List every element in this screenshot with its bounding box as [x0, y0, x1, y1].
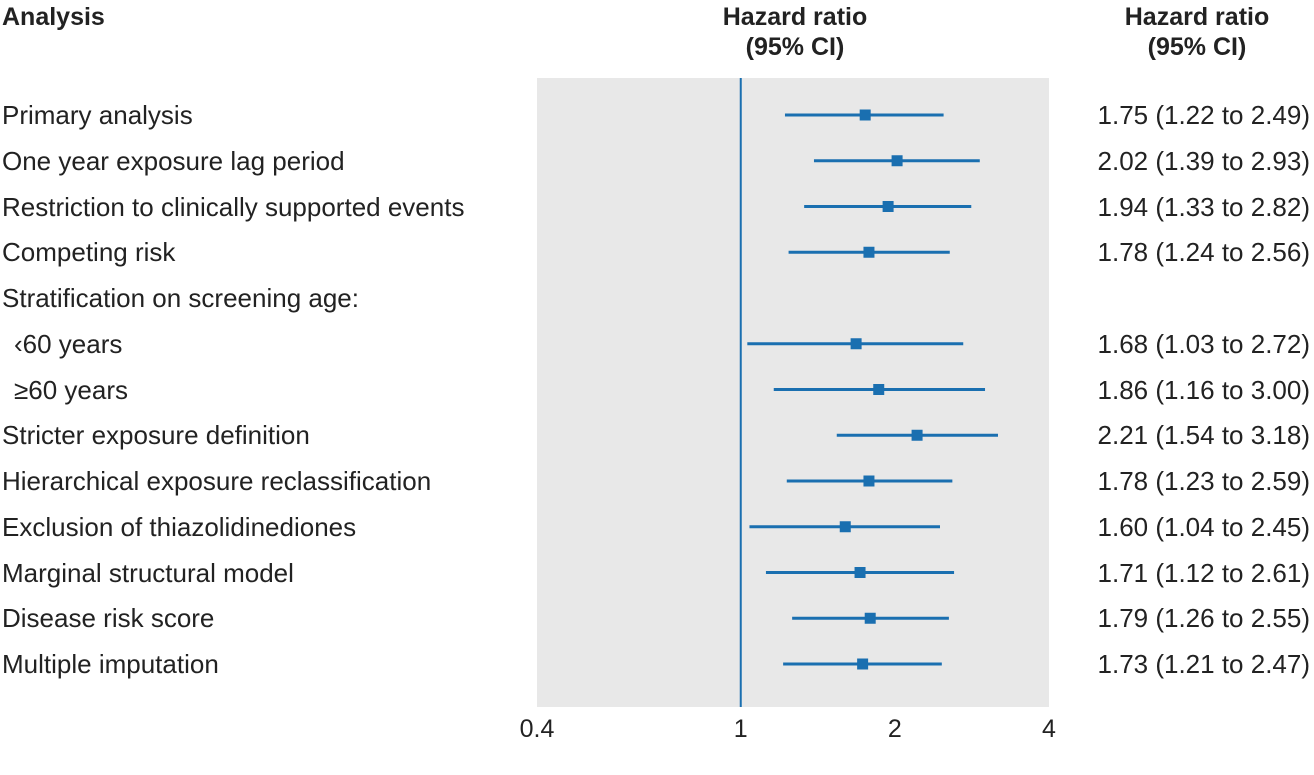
row-value: 1.78 (1.24 to 2.56): [1097, 237, 1310, 268]
point-estimate-marker: [850, 338, 862, 350]
point-estimate-marker: [882, 201, 894, 212]
row-label: Restriction to clinically supported even…: [2, 191, 465, 222]
plot-header-line2: (95% CI): [745, 33, 845, 61]
row-value: 1.68 (1.03 to 2.72): [1097, 328, 1310, 359]
point-estimate-marker: [859, 109, 871, 121]
x-tick-label: 1: [734, 715, 748, 743]
row-label: Stratification on screening age:: [2, 283, 359, 313]
point-estimate-marker: [863, 246, 875, 258]
row-value: 2.02 (1.39 to 2.93): [1097, 145, 1310, 176]
plot-header-line1: Hazard ratio: [722, 3, 868, 31]
row-label: ≥60 years: [14, 374, 128, 405]
row-label: Primary analysis: [2, 100, 193, 130]
point-estimate-marker: [864, 612, 876, 624]
point-estimate-marker: [911, 429, 923, 441]
point-estimate-marker: [839, 521, 851, 533]
row-label: Competing risk: [2, 237, 176, 268]
row-label: Multiple imputation: [2, 649, 219, 679]
row-value: 1.79 (1.26 to 2.55): [1097, 603, 1310, 634]
row-label: Exclusion of thiazolidinediones: [2, 511, 357, 542]
row-value: 1.60 (1.04 to 2.45): [1097, 511, 1310, 542]
point-estimate-marker: [873, 384, 885, 395]
row-label: Disease risk score: [2, 603, 215, 634]
row-value: 1.94 (1.33 to 2.82): [1097, 191, 1310, 222]
x-tick-label: 0.4: [520, 715, 555, 743]
row-label: One year exposure lag period: [2, 145, 345, 176]
row-value: 1.75 (1.22 to 2.49): [1097, 100, 1310, 130]
point-estimate-marker: [863, 475, 875, 487]
row-value: 1.71 (1.12 to 2.61): [1097, 557, 1310, 588]
analysis-column-header: Analysis: [2, 3, 105, 31]
values-header-line1: Hazard ratio: [1124, 3, 1270, 31]
row-label: ‹60 years: [14, 328, 123, 359]
row-label: Stricter exposure definition: [2, 420, 310, 451]
row-label: Marginal structural model: [2, 557, 294, 588]
values-header-line2: (95% CI): [1147, 33, 1247, 61]
values-column-header: Hazard ratio (95% CI): [1092, 2, 1302, 62]
x-tick-label: 2: [888, 715, 902, 743]
x-tick-label: 4: [1042, 715, 1056, 743]
row-value: 1.86 (1.16 to 3.00): [1097, 374, 1310, 405]
point-estimate-marker: [854, 567, 866, 578]
row-value: 2.21 (1.54 to 3.18): [1097, 420, 1310, 451]
row-value: 1.78 (1.23 to 2.59): [1097, 466, 1310, 496]
row-value: 1.73 (1.21 to 2.47): [1097, 649, 1310, 679]
row-label: Hierarchical exposure reclassification: [2, 466, 432, 496]
point-estimate-marker: [857, 658, 869, 670]
plot-column-header: Hazard ratio (95% CI): [690, 2, 900, 62]
point-estimate-marker: [891, 155, 903, 167]
plot-background: [537, 78, 1049, 707]
